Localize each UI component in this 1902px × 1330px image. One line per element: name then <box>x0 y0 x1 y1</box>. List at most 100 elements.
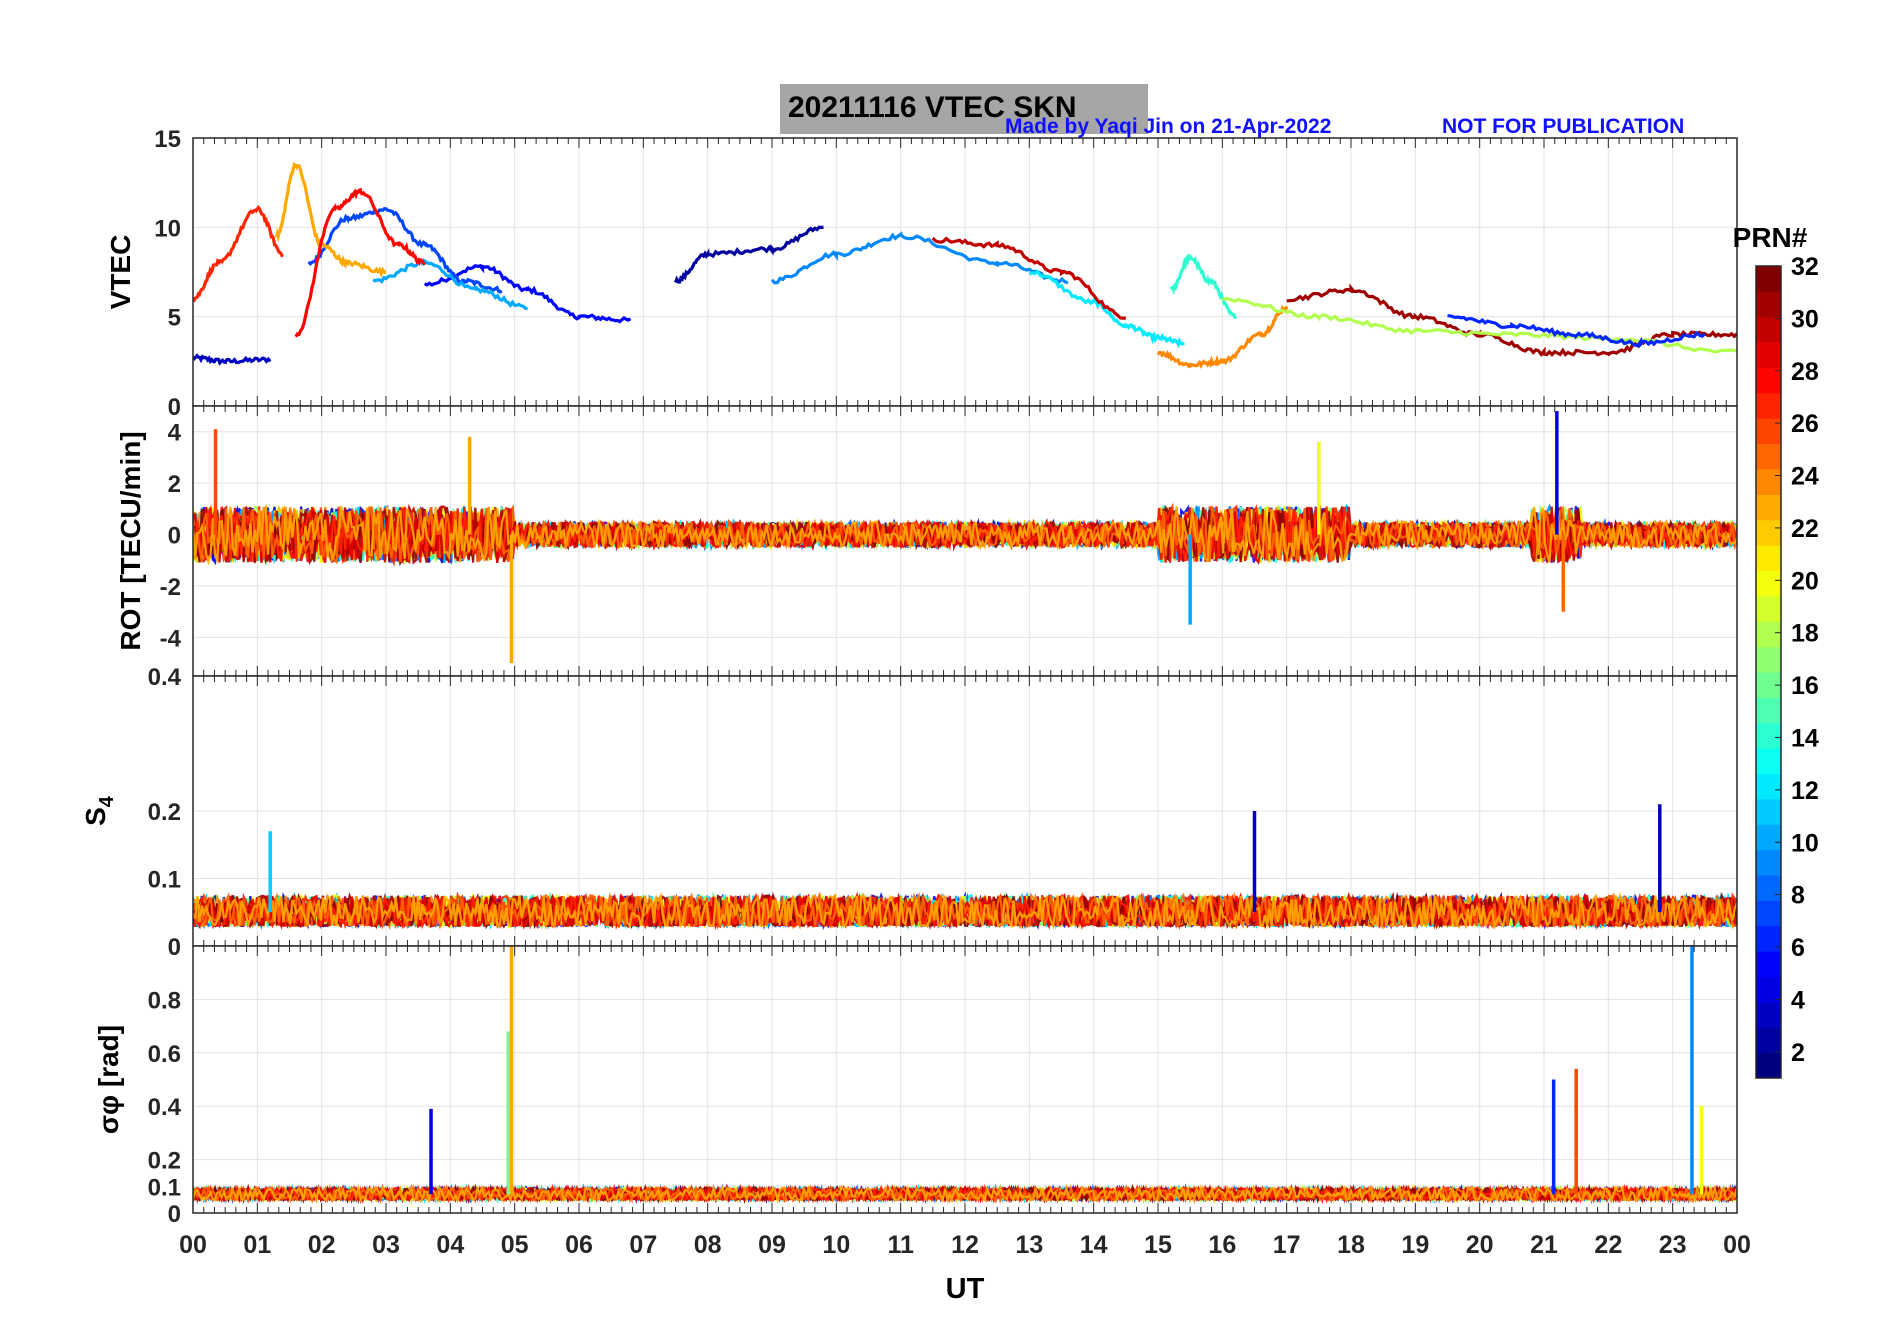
panel-sigma_phi: 00.10.2 0.4 0.6 0.8 σφ [rad] <box>93 945 1738 1228</box>
colorbar-tick-label: 32 <box>1791 253 1819 281</box>
colorbar-segment <box>1756 748 1781 774</box>
colorbar-tick-label: 18 <box>1791 620 1819 648</box>
vtec-series-prn27 <box>193 205 284 303</box>
colorbar-tick-label: 4 <box>1791 986 1805 1014</box>
x-tick-label: 06 <box>565 1231 593 1259</box>
chart-title: 20211116 VTEC SKN <box>788 91 1077 124</box>
x-tick-label: 05 <box>501 1231 529 1259</box>
vtec-series-prn6 <box>1447 314 1706 349</box>
colorbar-segment <box>1756 469 1781 495</box>
panel-data <box>193 804 1737 931</box>
vtec-series-prn24 <box>1156 304 1289 369</box>
x-tick-label: 20 <box>1466 1231 1494 1259</box>
panel-data <box>193 946 1737 1205</box>
colorbar-segment <box>1756 367 1781 394</box>
noise-series-prn23 <box>193 506 1737 566</box>
y-tick-label: -2 <box>160 574 181 601</box>
colorbar-tick-label: 16 <box>1791 672 1819 700</box>
colorbar-tick-label: 24 <box>1791 463 1819 491</box>
y-tick-label: 0 <box>168 523 181 550</box>
y-axis-label: σφ [rad] <box>93 1025 124 1134</box>
x-tick-label: 04 <box>436 1231 464 1259</box>
colorbar-tick-label: 30 <box>1791 305 1819 333</box>
colorbar-segment <box>1756 1052 1781 1079</box>
y-tick-label: 0.1 <box>148 867 181 894</box>
y-tick-label: -4 <box>160 625 182 652</box>
noise-series-prn27 <box>193 1183 1737 1205</box>
x-tick-label: 02 <box>308 1231 336 1259</box>
vtec-series-prn12 <box>1028 269 1186 349</box>
y-axis-label: S4 <box>80 795 118 826</box>
vtec-series-prn31 <box>1286 283 1737 357</box>
colorbar-segment <box>1756 291 1781 318</box>
colorbar-segment <box>1756 595 1781 622</box>
panel-data <box>193 411 1737 664</box>
vtec-series-prn10 <box>372 258 529 311</box>
y-tick-label: 0.2 <box>148 1148 181 1175</box>
colorbar-tick-label: 22 <box>1791 515 1819 543</box>
colorbar-segment <box>1756 392 1781 419</box>
vtec-series-prn5 <box>423 263 632 324</box>
colorbar-segment <box>1756 621 1781 648</box>
colorbar-tick-label: 10 <box>1791 829 1819 857</box>
colorbar-segment <box>1756 545 1781 571</box>
notice-text: NOT FOR PUBLICATION <box>1442 115 1685 138</box>
y-tick-label: 2 <box>168 471 181 498</box>
title-box <box>780 84 1148 134</box>
x-tick-label: 17 <box>1273 1231 1301 1259</box>
vtec-series-prn9 <box>770 231 1069 285</box>
x-tick-label: 13 <box>1015 1231 1043 1259</box>
panel-rot: -4 -2 0 2 4 ROT [TECU/min] <box>115 405 1738 677</box>
colorbar-segment <box>1756 722 1781 749</box>
y-tick-label: 0.4 <box>148 1094 182 1121</box>
colorbar-tick-label: 2 <box>1791 1039 1805 1067</box>
x-tick-label: 00 <box>179 1231 207 1259</box>
colorbar-segment <box>1756 342 1781 368</box>
y-tick-label: 0.8 <box>148 987 181 1014</box>
x-tick-label: 07 <box>629 1231 657 1259</box>
y-tick-label: 0.1 <box>148 1174 181 1201</box>
colorbar-segment <box>1756 849 1781 876</box>
y-tick-label: 15 <box>154 126 181 153</box>
y-axis-label: ROT [TECU/min] <box>115 431 146 650</box>
colorbar-segment <box>1756 900 1781 927</box>
x-tick-label: 23 <box>1659 1231 1687 1259</box>
colorbar-segment <box>1756 570 1781 597</box>
colorbar-frame <box>1755 265 1782 1079</box>
colorbar-tick-label: 12 <box>1791 777 1819 805</box>
y-tick-label: 0 <box>168 1201 181 1228</box>
vtec-series-prn14 <box>1169 253 1237 320</box>
colorbar-tick-label: 8 <box>1791 882 1805 910</box>
colorbar-label: PRN# <box>1733 222 1808 253</box>
x-tick-label: 11 <box>887 1231 914 1259</box>
colorbar-segment <box>1756 1001 1781 1028</box>
x-tick-label: 10 <box>822 1231 850 1259</box>
y-tick-label: 10 <box>154 215 181 242</box>
vtec-series-prn2 <box>674 225 824 284</box>
y-tick-label: 0.2 <box>148 799 181 826</box>
x-tick-label: 14 <box>1080 1231 1108 1259</box>
vtec-series-prn30 <box>931 236 1126 320</box>
x-tick-label: 18 <box>1337 1231 1365 1259</box>
colorbar-segment <box>1756 773 1781 800</box>
noise-series-prn23 <box>193 1183 1737 1205</box>
colorbar-segment <box>1756 443 1781 470</box>
colorbar-segment <box>1756 925 1781 952</box>
x-tick-label: 19 <box>1401 1231 1429 1259</box>
x-tick-label: 09 <box>758 1231 786 1259</box>
vtec-series-prn18 <box>1221 296 1737 354</box>
x-tick-label: 12 <box>951 1231 979 1259</box>
x-tick-label: 03 <box>372 1231 400 1259</box>
y-tick-label: 0 <box>168 934 181 961</box>
colorbar-tick-label: 26 <box>1791 410 1819 438</box>
y-tick-label: 4 <box>168 420 182 447</box>
y-tick-label: 0.6 <box>148 1041 181 1068</box>
panel-vtec: 0 5 10 15 VTEC <box>105 126 1738 421</box>
colorbar-segment <box>1756 646 1781 673</box>
x-axis: 00 01 02 03 04 05 06 07 08 09 10 11 12 13 14 15 16 17 18 19… <box>179 1231 1751 1305</box>
colorbar-segment <box>1756 824 1781 851</box>
panel-data <box>193 161 1737 369</box>
colorbar-segment <box>1756 494 1781 521</box>
colorbar-segment <box>1756 951 1781 977</box>
